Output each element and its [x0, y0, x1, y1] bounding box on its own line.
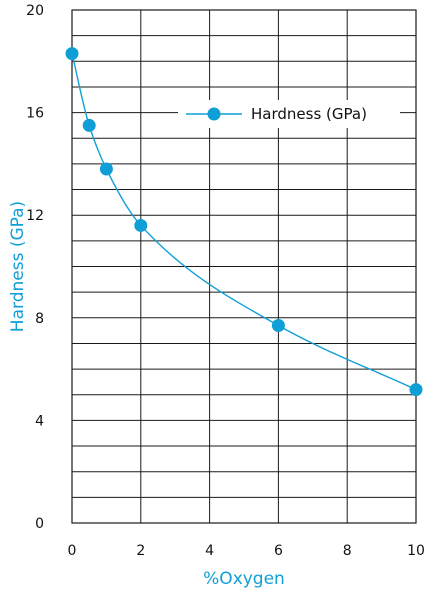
data-point [134, 218, 148, 232]
x-tick-label: 10 [407, 543, 425, 559]
data-point [65, 47, 79, 61]
x-axis-title: %Oxygen [203, 569, 285, 589]
legend: Hardness (GPa) [178, 100, 400, 128]
x-tick-label: 2 [136, 543, 145, 559]
legend-marker-icon [207, 107, 221, 121]
data-point [82, 118, 96, 132]
axes: 0 2 4 6 8 10 0 4 8 12 16 20 [26, 3, 425, 559]
x-tick-label: 0 [68, 543, 77, 559]
y-tick-label: 0 [35, 516, 44, 532]
legend-label: Hardness (GPa) [251, 105, 367, 123]
data-point [271, 318, 285, 332]
x-tick-label: 6 [274, 543, 283, 559]
data-point [99, 162, 113, 176]
y-axis-title: Hardness (GPa) [8, 201, 28, 332]
x-tick-label: 4 [205, 543, 214, 559]
y-tick-label: 4 [35, 413, 44, 429]
x-tick-label: 8 [343, 543, 352, 559]
plot-frame [71, 9, 417, 524]
y-tick-label: 20 [26, 3, 44, 19]
grid [71, 9, 417, 524]
y-tick-label: 16 [26, 106, 44, 122]
series-layer [65, 47, 423, 397]
y-tick-label: 8 [35, 311, 44, 327]
data-point [409, 383, 423, 397]
y-tick-label: 12 [26, 208, 44, 224]
